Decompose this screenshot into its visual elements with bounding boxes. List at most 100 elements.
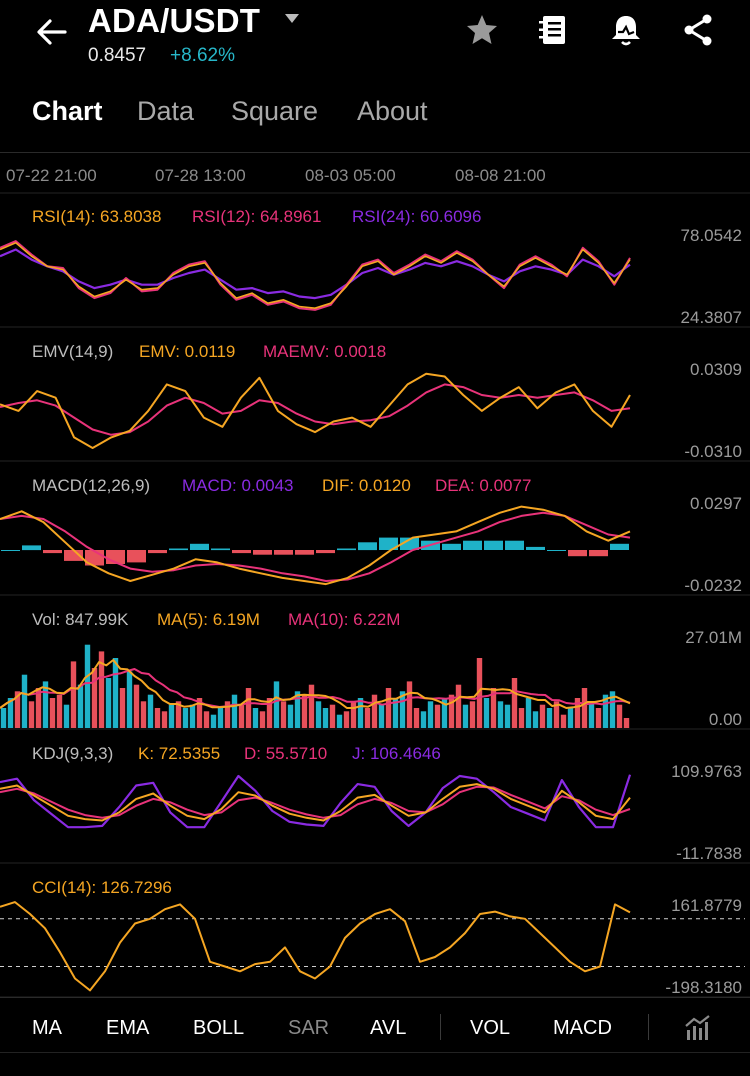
last-price: 0.8457 [88, 45, 147, 66]
kdj-d-line [0, 785, 631, 819]
bottom-divider [0, 1052, 750, 1053]
volume-bar [301, 694, 308, 728]
tab-chart[interactable]: Chart [32, 96, 103, 126]
time-label: 08-03 05:00 [305, 166, 396, 185]
volume-bar [469, 701, 476, 728]
volume-bar [28, 701, 35, 728]
macd-histogram-bar [64, 550, 83, 561]
volume-bar [448, 694, 455, 728]
volume-bar [63, 704, 70, 728]
rsi12-series-line [0, 240, 631, 311]
emv-value-label: EMV: 0.0119 [139, 342, 236, 361]
toolbar-divider [648, 1014, 649, 1040]
volume-bar [441, 698, 448, 728]
tab-data[interactable]: Data [137, 96, 195, 126]
volume-bar [518, 708, 525, 728]
caret-down-icon[interactable] [283, 12, 301, 26]
toolbar-vol[interactable]: VOL [470, 1017, 511, 1039]
emv-axis-max: 0.0309 [690, 360, 742, 379]
macd-histogram-bar [610, 543, 629, 550]
macd-histogram-bar [316, 550, 335, 554]
volume-bar [371, 694, 378, 728]
share-icon[interactable] [680, 12, 716, 48]
volume-bar [385, 688, 392, 728]
macd-histogram-bar [127, 550, 146, 563]
volume-bar [287, 704, 294, 728]
macd-histogram-bar [148, 550, 167, 554]
volume-bar [196, 698, 203, 728]
chart-marks [0, 240, 745, 992]
volume-bar [413, 708, 420, 728]
volume-bar [21, 674, 28, 728]
volume-bar [14, 691, 21, 728]
macd-histogram-bar [463, 540, 482, 550]
macd-histogram-bar [190, 543, 209, 550]
volume-bar [224, 701, 231, 728]
volume-bar [84, 644, 91, 728]
volume-bar [595, 708, 602, 728]
volume-bar [294, 691, 301, 728]
volume-bar [140, 701, 147, 728]
volume-bar [350, 701, 357, 728]
time-label: 08-08 21:00 [455, 166, 546, 185]
rsi-axis-min: 24.3807 [680, 308, 742, 327]
dif-series-line [0, 505, 631, 586]
alert-bell-icon[interactable] [608, 12, 644, 48]
indicator-settings-icon[interactable] [684, 1014, 712, 1042]
rsi24-series-line [0, 248, 631, 300]
volume-bar [546, 708, 553, 728]
toolbar-macd[interactable]: MACD [553, 1017, 612, 1039]
volume-bar [91, 668, 98, 728]
volume-bar [399, 691, 406, 728]
macd-histogram-bar [43, 550, 62, 554]
emv-name-label: EMV(14,9) [32, 342, 114, 361]
volume-bar [126, 671, 133, 728]
rsi-axis-max: 78.0542 [680, 226, 742, 245]
toolbar-sar[interactable]: SAR [288, 1017, 330, 1039]
volume-bar [245, 688, 252, 728]
volume-bar [35, 688, 42, 728]
volume-bar [189, 704, 196, 728]
rsi12-label: RSI(12): 64.8961 [192, 207, 322, 226]
volume-bar [168, 704, 175, 728]
star-icon[interactable] [464, 12, 500, 48]
macd-histogram-bar [568, 550, 587, 557]
macd-histogram-bar [442, 543, 461, 550]
macd-histogram-bar [400, 537, 419, 550]
emv-axis-min: -0.0310 [684, 442, 742, 461]
volume-bar [182, 708, 189, 728]
divider [0, 152, 750, 153]
kdj-axis-min: -11.7838 [676, 844, 742, 863]
volume-bar [7, 698, 14, 728]
toolbar-ema[interactable]: EMA [106, 1017, 150, 1039]
volume-bar [329, 704, 336, 728]
volume-bar [252, 708, 259, 728]
kdj-k-line [0, 783, 631, 822]
pair-title[interactable]: ADA/USDT [88, 2, 261, 39]
volume-bar [532, 711, 539, 728]
kdj-j-line [0, 774, 632, 829]
volume-bar [483, 698, 490, 728]
volume-bar [420, 711, 427, 728]
volume-bar [203, 711, 210, 728]
toolbar-boll[interactable]: BOLL [193, 1017, 245, 1039]
volume-bar [231, 694, 238, 728]
notebook-icon[interactable] [536, 12, 572, 48]
rsi14-series-line [0, 242, 631, 309]
back-arrow-icon[interactable] [34, 14, 70, 50]
tab-about[interactable]: About [357, 96, 428, 126]
tab-square[interactable]: Square [231, 96, 319, 126]
rsi24-label: RSI(24): 60.6096 [352, 207, 482, 226]
toolbar-avl[interactable]: AVL [370, 1017, 407, 1039]
volume-bar [574, 698, 581, 728]
macd-histogram-bar [547, 550, 566, 551]
macd-histogram-bar [589, 550, 608, 557]
vol-axis-max: 27.01M [685, 628, 742, 647]
volume-bar [308, 684, 315, 728]
volume-bar [609, 691, 616, 728]
toolbar-ma[interactable]: MA [32, 1017, 62, 1039]
macd-histogram-bar [211, 548, 230, 551]
volume-bar [259, 711, 266, 728]
macd-histogram-bar [526, 546, 545, 550]
